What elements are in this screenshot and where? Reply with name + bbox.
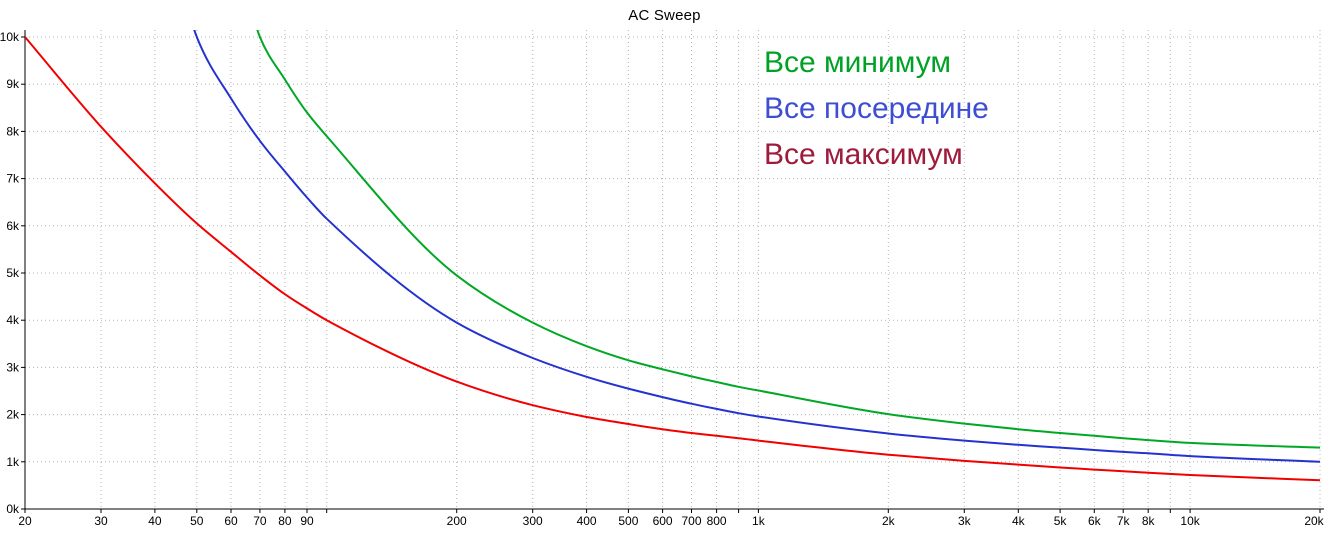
- legend-item-1: Все посередине: [764, 92, 989, 125]
- x-tick-label: 600: [653, 514, 673, 528]
- x-tick-label: 3k: [958, 514, 972, 528]
- y-tick-label: 3k: [6, 360, 20, 374]
- y-tick-label: 7k: [6, 172, 20, 186]
- y-tick-label: 10k: [0, 30, 20, 44]
- chart-title: AC Sweep: [628, 7, 701, 24]
- x-tick-label: 50: [190, 514, 204, 528]
- x-tick-label: 60: [224, 514, 238, 528]
- x-tick-label: 5k: [1054, 514, 1068, 528]
- y-tick-label: 2k: [6, 408, 20, 422]
- x-tick-label: 4k: [1012, 514, 1026, 528]
- x-tick-label: 70: [253, 514, 267, 528]
- y-tick-label: 9k: [6, 77, 20, 91]
- x-tick-label: 7k: [1117, 514, 1131, 528]
- axes: [21, 30, 1324, 513]
- x-tick-label: 6k: [1088, 514, 1102, 528]
- series-line-2: [25, 36, 1320, 482]
- x-tick-label: 700: [681, 514, 701, 528]
- series-group: [25, 30, 1320, 482]
- tick-labels: 20 30 40 50 60 70 80 90 200 300 400 500 600 700 800 1k 2…: [0, 30, 1325, 528]
- y-tick-label: 1k: [6, 455, 20, 469]
- legend-item-0: Все минимум: [764, 46, 951, 79]
- x-tick-label: 20: [18, 514, 32, 528]
- y-tick-label: 8k: [6, 124, 20, 138]
- x-tick-label: 800: [707, 514, 727, 528]
- x-tick-label: 40: [148, 514, 162, 528]
- y-tick-label: 0k: [6, 502, 20, 516]
- x-tick-label: 20k: [1304, 514, 1324, 528]
- y-tick-label: 6k: [6, 219, 20, 233]
- x-tick-label: 8k: [1142, 514, 1156, 528]
- x-tick-label: 200: [447, 514, 467, 528]
- y-tick-label: 5k: [6, 266, 20, 280]
- y-tick-label: 4k: [6, 313, 20, 327]
- x-tick-label: 400: [577, 514, 597, 528]
- x-tick-label: 30: [94, 514, 108, 528]
- x-tick-label: 80: [278, 514, 292, 528]
- legend-item-2: Все максимум: [764, 138, 963, 171]
- grid: [24, 30, 1321, 509]
- x-tick-label: 300: [523, 514, 543, 528]
- x-tick-label: 1k: [752, 514, 766, 528]
- x-tick-label: 500: [618, 514, 638, 528]
- x-tick-label: 10k: [1180, 514, 1200, 528]
- x-tick-label: 2k: [882, 514, 896, 528]
- series-line-0: [256, 30, 1320, 449]
- series-line-1: [193, 30, 1320, 463]
- legend: Все минимум Все посередине Все максимум: [764, 40, 989, 178]
- x-tick-label: 90: [300, 514, 314, 528]
